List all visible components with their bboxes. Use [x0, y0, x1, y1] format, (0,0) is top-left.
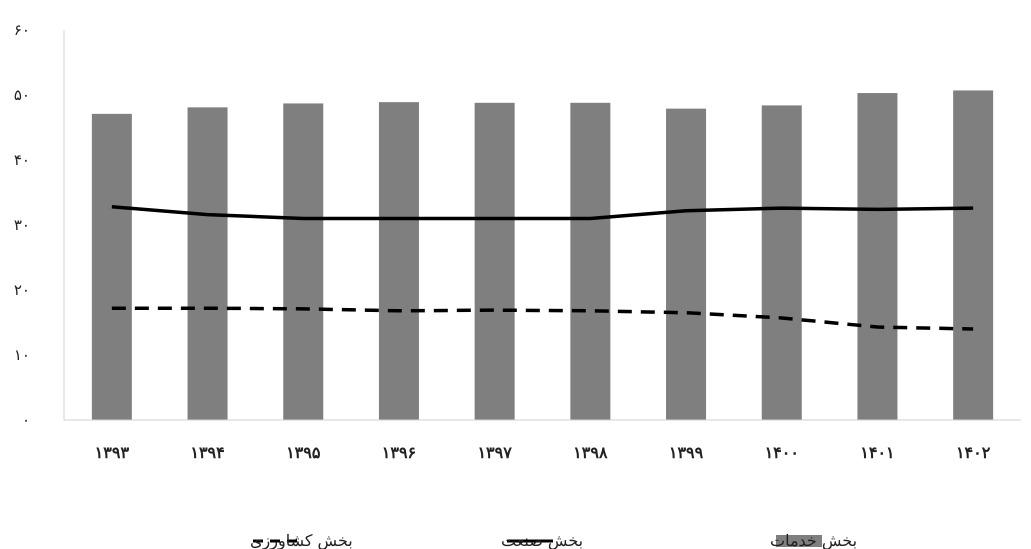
bar [283, 103, 324, 420]
legend-label-services: بخش خدمات [770, 531, 857, 549]
bar [857, 93, 898, 421]
x-tick-label: ۱۳۹۸ [573, 443, 608, 462]
lines-group [111, 205, 974, 331]
y-tick-label: ۱۰ [14, 346, 30, 364]
legend-item-agriculture: بخش کشاورزی [250, 531, 353, 549]
legend-swatch-services [776, 535, 822, 547]
x-tick-label: ۱۳۹۶ [382, 443, 416, 462]
y-tick-label: ۲۰ [14, 281, 30, 299]
series-line-industry [111, 205, 974, 221]
series-line-agriculture [111, 306, 974, 331]
legend-label-industry: بخش صنعت [501, 531, 583, 549]
x-tick-label: ۱۳۹۴ [190, 443, 224, 462]
bar [666, 108, 707, 421]
x-tick-label: ۱۴۰۲ [956, 443, 991, 462]
legend-item-industry: بخش صنعت [501, 531, 583, 549]
bars-group [91, 90, 994, 421]
x-tick-label: ۱۳۹۷ [477, 443, 512, 462]
y-tick-label: ۰ [22, 411, 30, 429]
bar [91, 113, 132, 420]
bar [570, 102, 611, 421]
bar [761, 105, 802, 421]
legend-item-services: بخش خدمات [770, 531, 857, 549]
y-tick-label: ۶۰ [14, 21, 30, 39]
x-tick-label: ۱۴۰۰ [765, 443, 799, 462]
x-tick-label: ۱۴۰۱ [860, 443, 894, 462]
x-tick-label: ۱۳۹۵ [286, 443, 321, 462]
legend: بخش خدمات بخش صنعت بخش کشاورزی [250, 531, 857, 549]
bar [953, 90, 994, 420]
legend-label-agriculture: بخش کشاورزی [250, 531, 353, 549]
x-axis-ticks: ۱۳۹۳ ۱۳۹۴ ۱۳۹۵ ۱۳۹۶ ۱۳۹۷ ۱۳۹۸ ۱۳۹۹ ۱۴۰۰ ۱۴۰۱ ۱۴۰۲ [95, 443, 991, 462]
bar [378, 102, 419, 421]
bar [474, 102, 515, 421]
y-axis-ticks: ۰ ۱۰ ۲۰ ۳۰ ۴۰ ۵۰ ۶۰ [14, 21, 30, 429]
x-tick-label: ۱۳۹۳ [95, 443, 130, 462]
bar [187, 107, 228, 420]
y-tick-label: ۵۰ [14, 86, 30, 104]
x-tick-label: ۱۳۹۹ [669, 443, 704, 462]
y-tick-label: ۳۰ [14, 216, 30, 234]
y-tick-label: ۴۰ [14, 151, 30, 169]
